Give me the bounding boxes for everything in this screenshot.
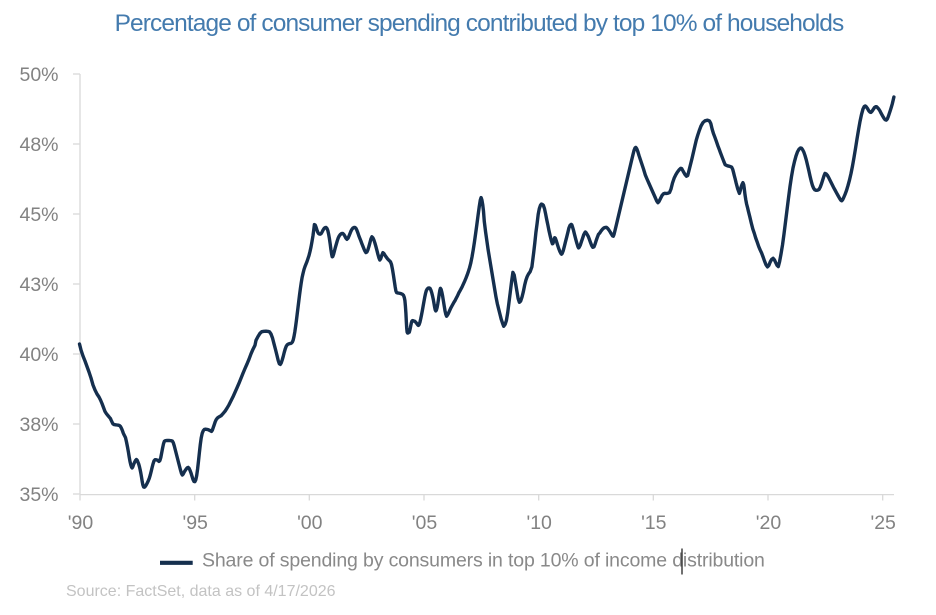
svg-text:'05: '05 — [412, 512, 438, 534]
svg-text:Source: FactSet, data as of 4/: Source: FactSet, data as of 4/17/2026 — [66, 583, 336, 600]
svg-text:'10: '10 — [526, 512, 552, 534]
svg-text:'90: '90 — [68, 512, 94, 534]
svg-text:38%: 38% — [19, 414, 58, 436]
svg-text:45%: 45% — [19, 204, 58, 226]
svg-text:35%: 35% — [19, 484, 58, 506]
svg-text:40%: 40% — [19, 344, 58, 366]
svg-text:Percentage of consumer spendin: Percentage of consumer spending contribu… — [115, 10, 844, 37]
svg-text:'25: '25 — [870, 512, 896, 534]
svg-text:43%: 43% — [19, 274, 58, 296]
svg-text:50%: 50% — [19, 64, 58, 86]
svg-text:'20: '20 — [756, 512, 782, 534]
svg-text:'15: '15 — [641, 512, 667, 534]
svg-text:48%: 48% — [19, 134, 58, 156]
svg-text:'00: '00 — [297, 512, 323, 534]
svg-text:'95: '95 — [182, 512, 208, 534]
svg-text:Share of spending by consumers: Share of spending by consumers in top 10… — [202, 550, 765, 572]
